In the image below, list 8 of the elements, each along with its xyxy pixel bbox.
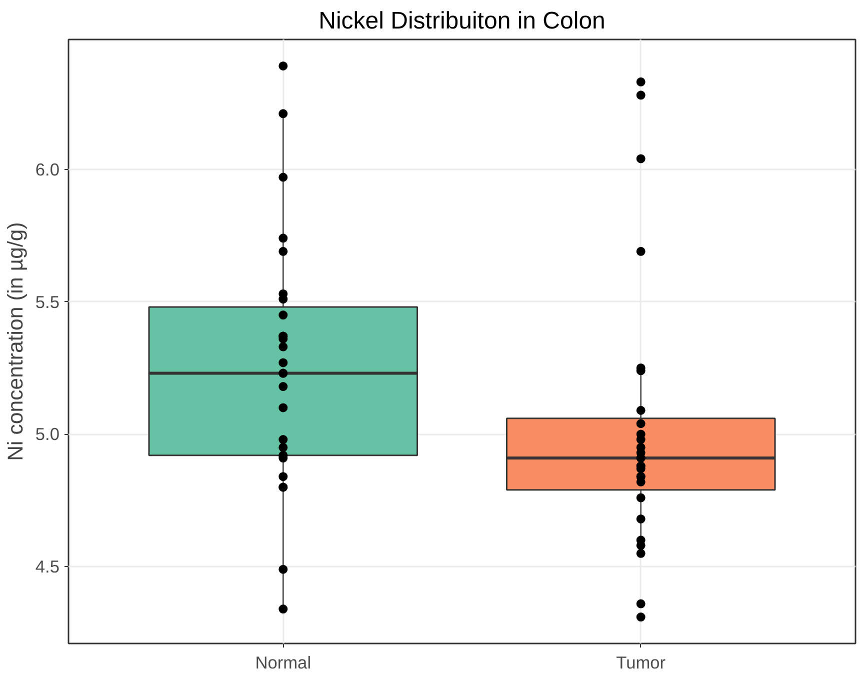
y-axis-title: Ni concentration (in µg/g) [3,222,28,461]
y-tick-label: 5.5 [35,292,60,312]
x-tick-label: Tumor [616,652,666,672]
chart-title: Nickel Distribuiton in Colon [318,8,606,34]
y-tick-label: 4.5 [35,556,60,577]
x-tick-label: Normal [255,652,312,672]
y-tick-label: 6.0 [35,159,60,180]
y-tick-label: 5.0 [35,424,60,444]
